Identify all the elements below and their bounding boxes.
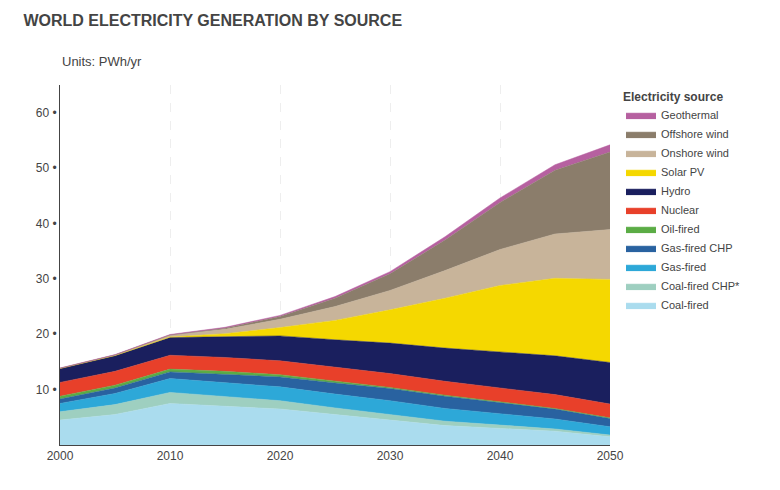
- svg-text:Solar PV: Solar PV: [661, 166, 705, 178]
- svg-text:Coal-fired CHP*: Coal-fired CHP*: [661, 280, 740, 292]
- svg-text:2010: 2010: [157, 449, 184, 463]
- svg-text:2020: 2020: [267, 449, 294, 463]
- svg-text:Gas-fired CHP: Gas-fired CHP: [661, 242, 733, 254]
- svg-text:50 •: 50 •: [36, 161, 57, 175]
- svg-text:2030: 2030: [377, 449, 404, 463]
- svg-text:Gas-fired: Gas-fired: [661, 261, 706, 273]
- svg-text:Nuclear: Nuclear: [661, 204, 699, 216]
- svg-text:60 •: 60 •: [36, 106, 57, 120]
- svg-text:40 •: 40 •: [36, 217, 57, 231]
- svg-text:Onshore wind: Onshore wind: [661, 147, 729, 159]
- svg-text:Hydro: Hydro: [661, 185, 690, 197]
- svg-text:10 •: 10 •: [36, 383, 57, 397]
- svg-text:Oil-fired: Oil-fired: [661, 223, 700, 235]
- svg-text:2000: 2000: [47, 449, 74, 463]
- svg-text:Geothermal: Geothermal: [661, 109, 718, 121]
- svg-text:Offshore wind: Offshore wind: [661, 128, 729, 140]
- svg-text:Electricity source: Electricity source: [623, 90, 723, 104]
- svg-text:30 •: 30 •: [36, 272, 57, 286]
- svg-text:20 •: 20 •: [36, 327, 57, 341]
- svg-text:Units: PWh/yr: Units: PWh/yr: [62, 54, 142, 69]
- svg-text:2040: 2040: [487, 449, 514, 463]
- svg-text:Coal-fired: Coal-fired: [661, 299, 709, 311]
- svg-text:WORLD ELECTRICITY GENERATION B: WORLD ELECTRICITY GENERATION BY SOURCE: [23, 12, 402, 29]
- svg-text:2050: 2050: [597, 449, 624, 463]
